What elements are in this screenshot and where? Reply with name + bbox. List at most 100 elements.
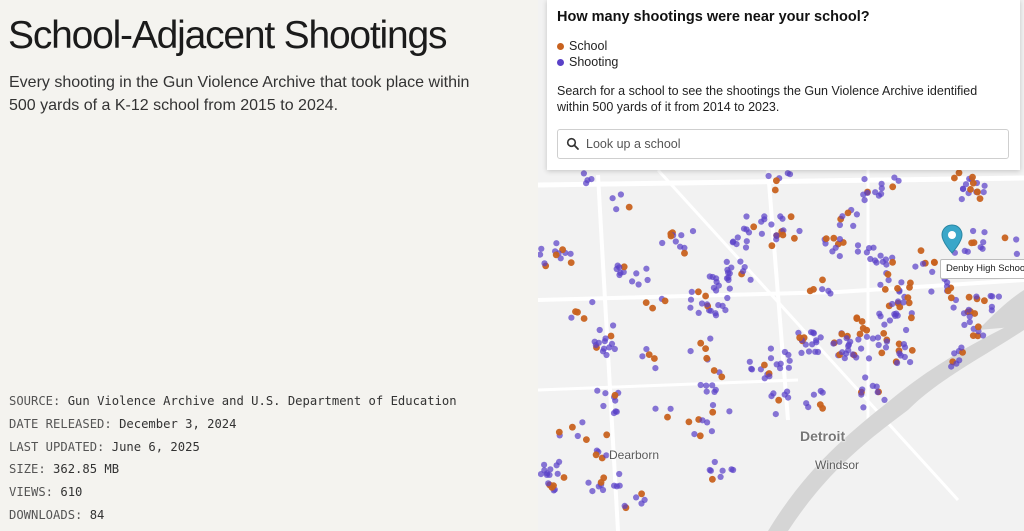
shooting-dot[interactable] [981,229,988,236]
shooting-dot[interactable] [621,502,628,509]
school-dot[interactable] [718,373,726,381]
shooting-dot[interactable] [723,258,730,265]
shooting-dot[interactable] [819,389,826,396]
shooting-dot[interactable] [839,213,846,220]
school-dot[interactable] [560,474,568,481]
school-dot[interactable] [895,340,903,348]
shooting-dot[interactable] [961,321,968,328]
school-dot[interactable] [894,285,901,292]
shooting-dot[interactable] [989,293,996,300]
shooting-dot[interactable] [730,466,737,474]
school-dot[interactable] [703,354,711,362]
school-dot[interactable] [904,294,912,301]
shooting-dot[interactable] [743,238,750,245]
school-dot[interactable] [889,183,897,191]
shooting-dot[interactable] [589,488,596,495]
shooting-dot[interactable] [896,350,903,357]
school-dot[interactable] [574,308,581,316]
shooting-dot[interactable] [594,387,601,394]
shooting-dot[interactable] [691,431,698,438]
shooting-dot[interactable] [877,252,884,259]
shooting-dot[interactable] [768,221,775,228]
school-dot[interactable] [838,330,846,338]
school-dot[interactable] [771,186,779,194]
shooting-dot[interactable] [1013,250,1020,257]
shooting-dot[interactable] [886,317,893,324]
shooting-dot[interactable] [703,388,710,395]
shooting-dot[interactable] [708,428,715,435]
shooting-dot[interactable] [903,326,910,334]
shooting-dot[interactable] [541,461,548,468]
school-dot[interactable] [967,186,974,193]
shooting-dot[interactable] [785,364,792,371]
shooting-dot[interactable] [616,264,623,271]
shooting-dot[interactable] [988,307,995,314]
shooting-dot[interactable] [724,266,731,273]
school-dot[interactable] [878,349,886,357]
shooting-dot[interactable] [959,185,967,192]
shooting-dot[interactable] [678,232,685,239]
school-dot[interactable] [569,423,576,431]
shooting-dot[interactable] [980,189,987,196]
school-dot[interactable] [917,247,925,255]
shooting-dot[interactable] [765,172,772,180]
school-dot[interactable] [761,361,768,369]
school-search-box[interactable] [557,129,1009,159]
shooting-dot[interactable] [652,405,659,412]
school-dot[interactable] [651,355,658,362]
school-dot[interactable] [822,235,830,243]
shooting-dot[interactable] [709,273,716,281]
school-dot[interactable] [773,177,780,185]
shooting-dot[interactable] [866,245,873,252]
shooting-dot[interactable] [869,335,876,342]
shooting-dot[interactable] [879,258,886,265]
school-dot[interactable] [779,231,787,239]
shooting-dot[interactable] [767,355,775,362]
shooting-dot[interactable] [697,381,704,389]
shooting-dot[interactable] [882,344,890,351]
school-dot[interactable] [592,451,600,459]
school-dot[interactable] [597,479,605,486]
school-dot[interactable] [931,259,938,266]
shooting-dot[interactable] [810,391,817,398]
shooting-dot[interactable] [777,213,784,220]
school-dot[interactable] [710,367,718,374]
school-dot[interactable] [973,188,981,196]
shooting-dot[interactable] [784,388,791,395]
shooting-dot[interactable] [589,299,596,306]
shooting-dot[interactable] [659,239,666,247]
shooting-dot[interactable] [829,248,836,255]
shooting-dot[interactable] [643,346,650,353]
shooting-dot[interactable] [901,344,909,351]
school-dot[interactable] [555,428,563,436]
school-dot[interactable] [664,413,671,421]
shooting-dot[interactable] [600,345,608,352]
shooting-dot[interactable] [585,479,592,486]
shooting-dot[interactable] [842,350,850,357]
shooting-dot[interactable] [953,360,960,367]
school-dot[interactable] [884,271,892,278]
shooting-dot[interactable] [633,494,640,501]
shooting-dot[interactable] [901,353,908,361]
shooting-dot[interactable] [855,336,862,343]
school-dot[interactable] [968,239,975,247]
shooting-dot[interactable] [609,195,616,202]
school-dot[interactable] [607,332,615,340]
shooting-dot[interactable] [612,397,619,404]
school-dot[interactable] [889,258,896,266]
shooting-dot[interactable] [715,302,722,309]
shooting-dot[interactable] [881,396,888,403]
shooting-dot[interactable] [875,341,882,349]
school-dot[interactable] [856,330,864,338]
shooting-dot[interactable] [580,170,587,177]
school-dot[interactable] [859,324,867,332]
school-dot[interactable] [974,323,982,331]
shooting-dot[interactable] [538,245,545,252]
school-dot[interactable] [858,318,866,325]
shooting-dot[interactable] [672,238,679,245]
shooting-dot[interactable] [877,313,884,320]
shooting-dot[interactable] [891,174,898,181]
school-dot[interactable] [603,431,611,439]
shooting-dot[interactable] [758,218,765,225]
shooting-dot[interactable] [980,332,987,339]
